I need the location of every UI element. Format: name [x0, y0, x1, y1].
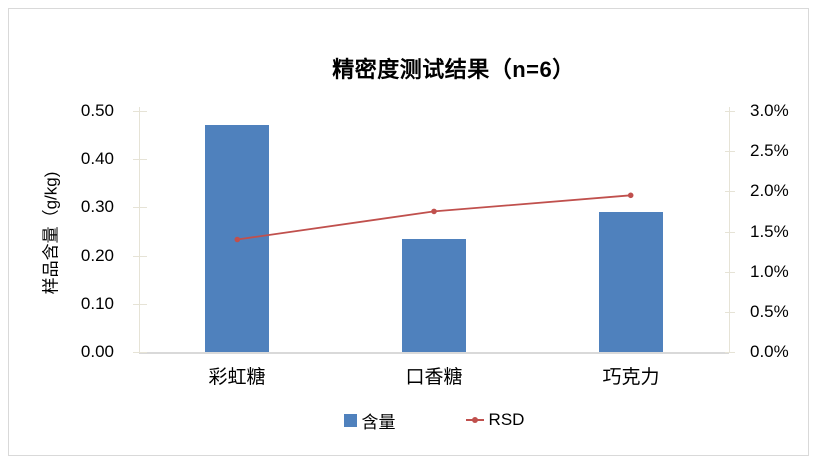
secondary-axis-line — [729, 107, 730, 352]
secondary-axis-tick — [725, 151, 735, 152]
y-axis-tick — [133, 256, 147, 257]
legend-label-content: 含量 — [361, 412, 396, 432]
y-axis-tick-label: 0.00 — [80, 342, 114, 361]
rsd-point — [431, 208, 437, 215]
y-axis-tick — [133, 159, 147, 160]
y-axis-tick-label: 0.30 — [80, 197, 114, 216]
secondary-axis-tick-label: 3.0% — [750, 101, 789, 120]
secondary-axis-tick — [725, 312, 735, 313]
y-axis-tick — [133, 111, 147, 112]
secondary-axis-tick-label: 1.5% — [750, 222, 789, 241]
rsd-line — [237, 194, 631, 241]
category-label: 巧克力 — [602, 367, 660, 388]
bar — [402, 239, 466, 352]
secondary-axis-tick — [725, 232, 735, 233]
y-axis-tick-label: 0.20 — [80, 246, 114, 265]
y-axis-tick-label: 0.40 — [80, 149, 114, 168]
secondary-axis-tick-label: 2.5% — [750, 141, 789, 160]
chart-frame — [8, 8, 809, 456]
rsd-line-chart — [234, 192, 634, 243]
y-axis-line — [139, 107, 140, 352]
line-marker-icon — [471, 417, 478, 423]
line-swatch-icon — [465, 417, 484, 423]
rsd-point — [234, 236, 241, 243]
secondary-axis-tick-label: 1.0% — [750, 262, 789, 281]
legend-item-content: 含量 — [343, 408, 396, 433]
y-axis-tick — [133, 352, 147, 353]
legend-label-rsd: RSD — [488, 410, 525, 429]
secondary-axis-tick — [725, 191, 735, 192]
secondary-axis-tick — [725, 352, 735, 353]
secondary-axis-tick — [725, 272, 735, 273]
legend: 含量 RSD — [139, 407, 729, 433]
x-axis-line — [139, 352, 729, 354]
y-axis-tick-label: 0.10 — [80, 294, 114, 313]
secondary-axis-tick-label: 0.5% — [750, 302, 789, 321]
bar — [599, 212, 663, 352]
secondary-axis-tick-label: 2.0% — [750, 181, 789, 200]
y-axis-tick-label: 0.50 — [80, 101, 114, 120]
legend-item-rsd: RSD — [465, 410, 525, 430]
category-label: 口香糖 — [405, 367, 463, 388]
bar-swatch-icon — [343, 413, 357, 427]
y-axis-tick — [133, 304, 147, 305]
secondary-axis-tick — [725, 111, 735, 112]
y-axis-tick — [133, 207, 147, 208]
chart-title: 精密度测试结果（n=6） — [332, 57, 575, 82]
rsd-point — [627, 192, 634, 199]
category-label: 彩虹糖 — [208, 367, 266, 388]
secondary-axis-tick-label: 0.0% — [750, 342, 789, 361]
